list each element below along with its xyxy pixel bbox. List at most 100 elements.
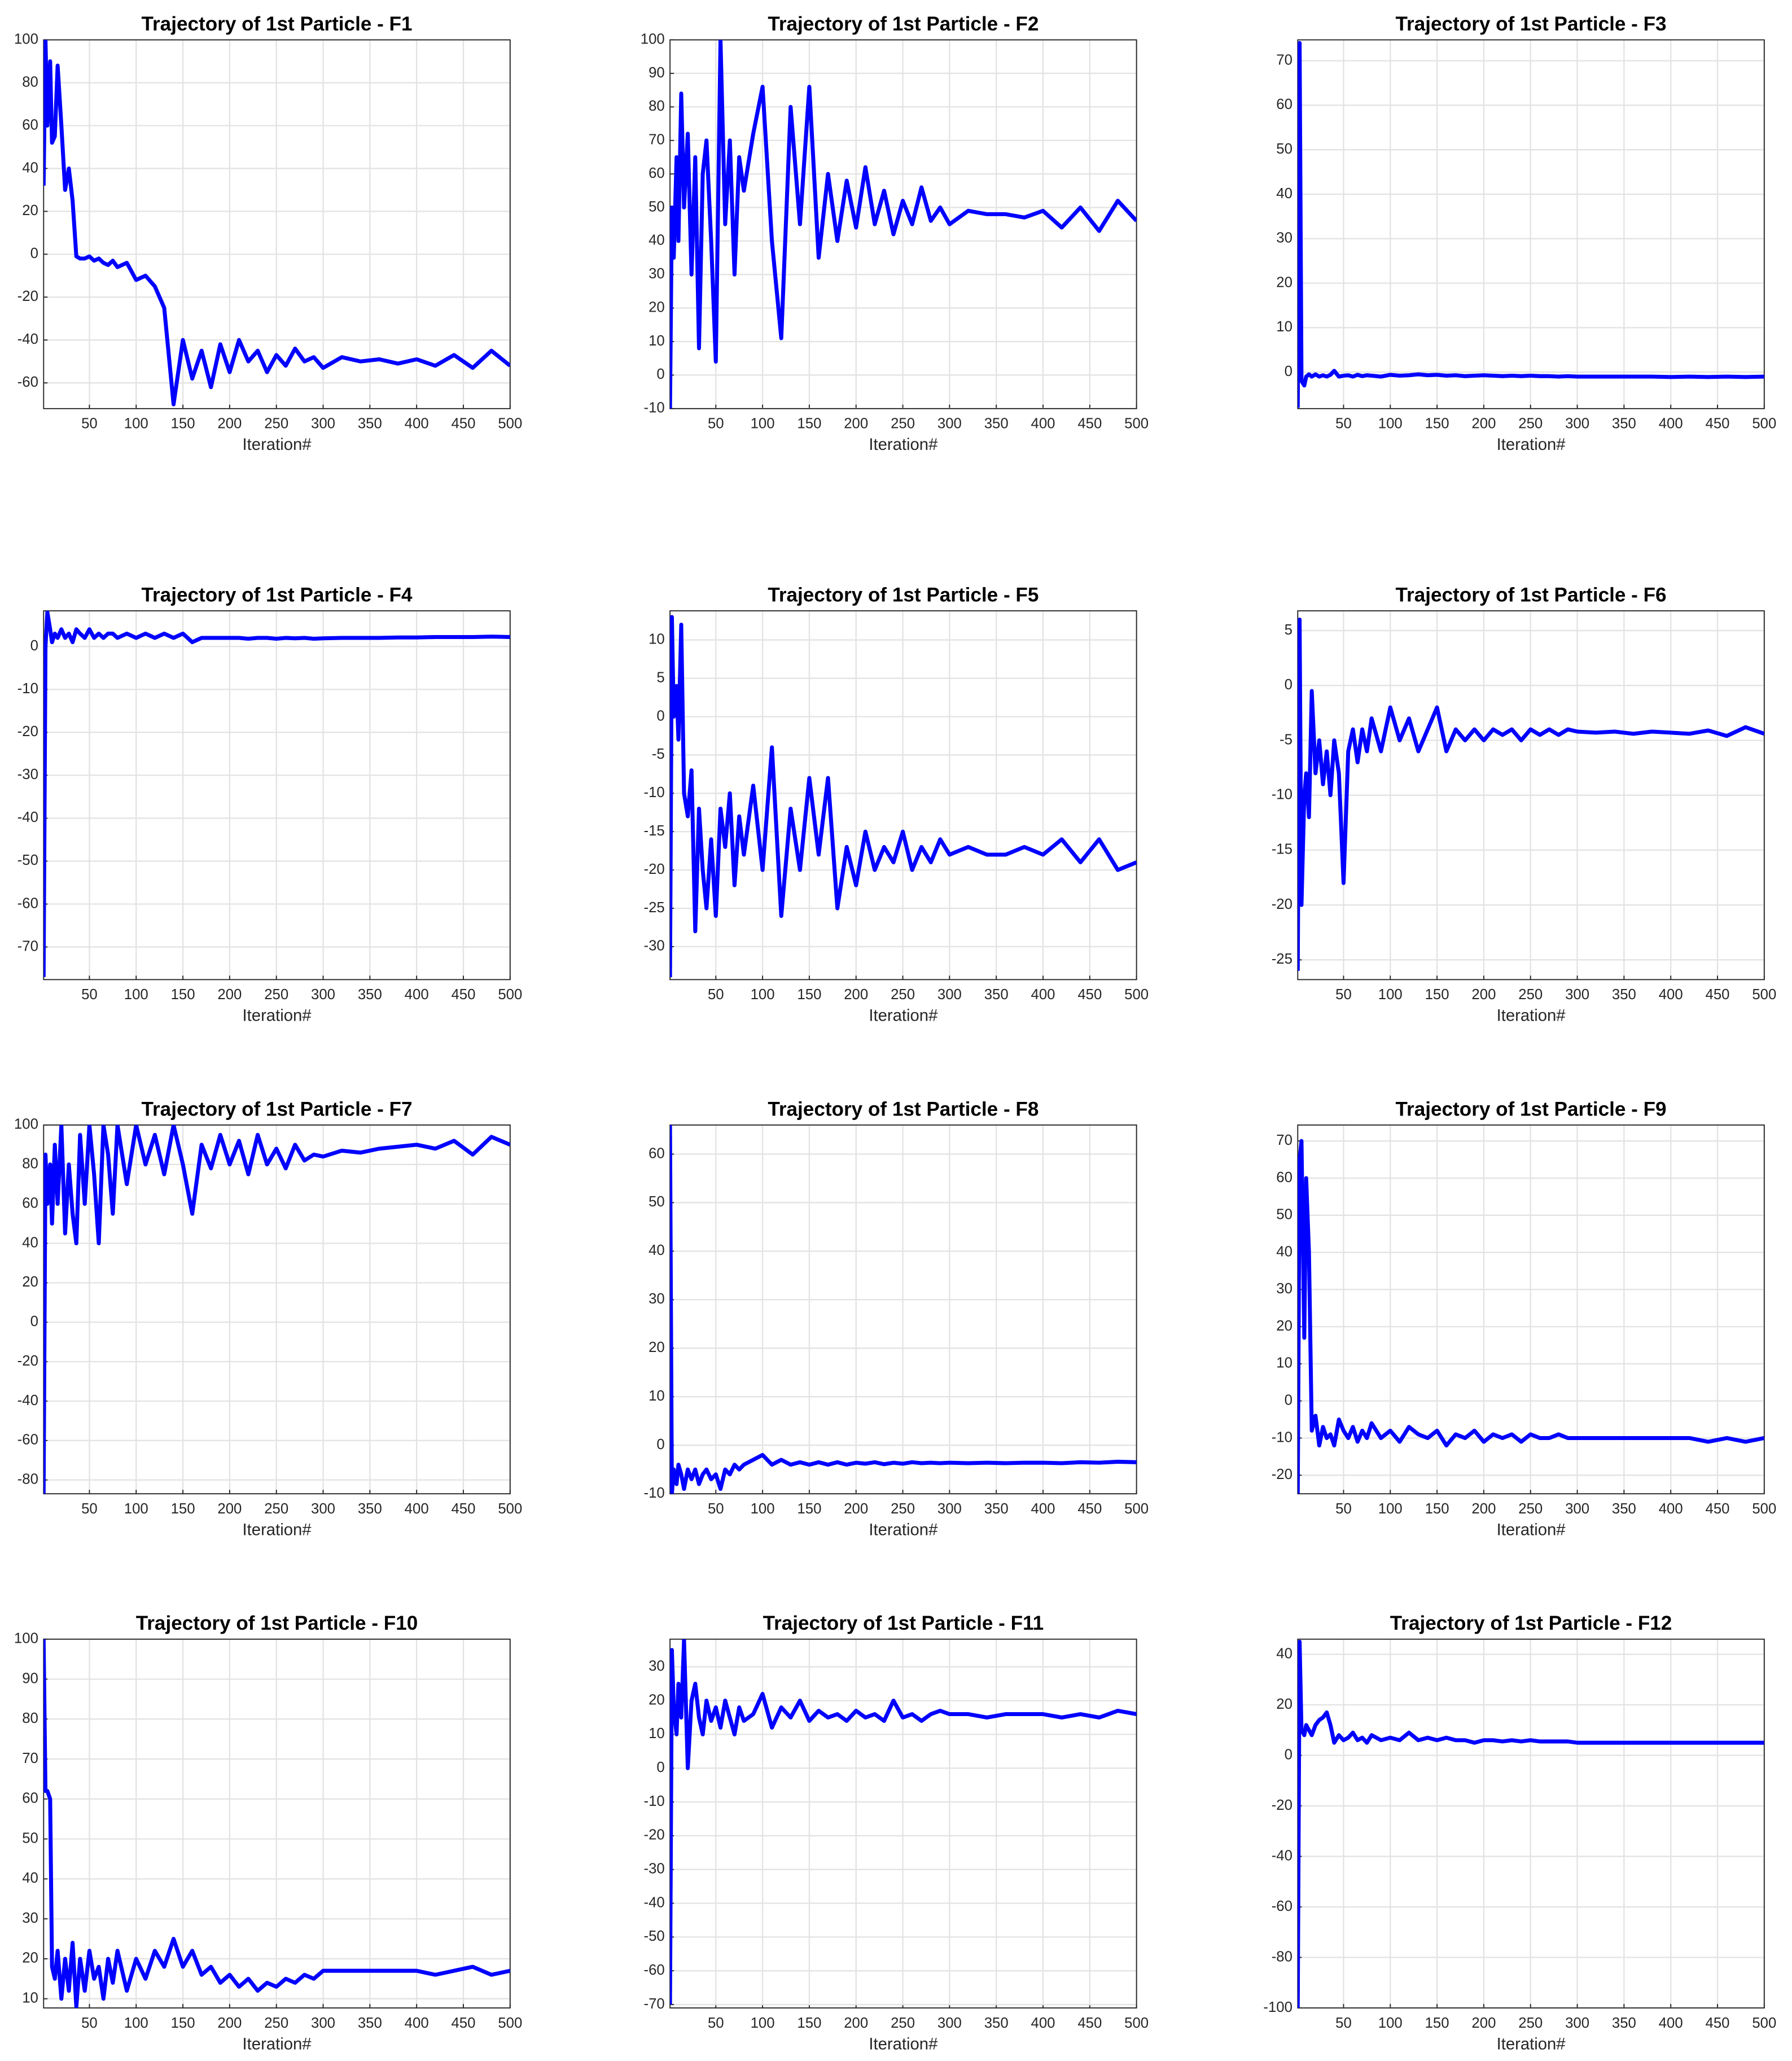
- y-tick-label: -10: [1272, 1429, 1292, 1445]
- y-tick-label: 90: [649, 65, 665, 81]
- x-tick-label: 450: [1077, 416, 1102, 432]
- x-tick-label: 500: [1124, 416, 1149, 432]
- y-tick-label: 20: [1276, 1696, 1292, 1712]
- chart-title: Trajectory of 1st Particle - F2: [768, 13, 1039, 35]
- y-tick-label: -60: [17, 895, 38, 911]
- y-tick-label: -20: [17, 288, 38, 304]
- data-line: [43, 40, 510, 406]
- x-tick-label: 500: [498, 1501, 522, 1517]
- x-tick-label: 400: [1659, 2015, 1683, 2031]
- x-tick-label: 200: [1471, 987, 1496, 1003]
- x-tick-label: 500: [498, 2015, 522, 2031]
- x-tick-label: 300: [1565, 416, 1589, 432]
- y-tick-label: 10: [649, 333, 665, 349]
- x-tick-label: 200: [844, 1501, 868, 1517]
- subplot: 50 100 150 200 250 300 350 400 450 500-30-25-20-1…: [644, 584, 1149, 1025]
- x-tick-label: 400: [1031, 2015, 1055, 2031]
- axes-box: [669, 610, 1137, 981]
- y-tick-label: 80: [649, 98, 665, 114]
- y-tick-label: -20: [644, 1827, 665, 1843]
- y-tick-label: 40: [1276, 1244, 1292, 1259]
- x-tick-label: 250: [891, 2015, 915, 2031]
- x-tick-label: 150: [797, 2015, 821, 2031]
- x-axis-label: Iteration#: [1497, 2035, 1566, 2053]
- x-tick-label: 500: [498, 987, 522, 1003]
- y-tick-label: 40: [649, 1242, 665, 1258]
- data-line: [1298, 1139, 1764, 1494]
- x-tick-label: 300: [311, 2015, 335, 2031]
- x-tick-label: 300: [311, 987, 335, 1003]
- x-axis-label: Iteration#: [1497, 1007, 1566, 1025]
- x-axis-label: Iteration#: [869, 1521, 938, 1539]
- data-line: [670, 1124, 1137, 1494]
- y-tick-label: -15: [644, 823, 665, 839]
- x-tick-label: 350: [1612, 2015, 1636, 2031]
- axes-box: [669, 1638, 1137, 2009]
- x-tick-label: 500: [1124, 987, 1149, 1003]
- y-tick-label: -15: [1272, 842, 1292, 857]
- y-tick-label: -20: [1272, 1797, 1292, 1813]
- y-tick-label: -10: [17, 681, 38, 697]
- x-tick-label: 350: [1612, 987, 1636, 1003]
- x-tick-label: 150: [171, 1501, 195, 1517]
- x-tick-label: 200: [1471, 2015, 1496, 2031]
- y-tick-label: 10: [22, 1990, 38, 2006]
- x-tick-label: 350: [358, 2015, 382, 2031]
- data-line: [670, 615, 1137, 978]
- chart-title: Trajectory of 1st Particle - F6: [1396, 584, 1667, 606]
- y-tick-label: -20: [17, 1353, 38, 1369]
- x-tick-label: 250: [891, 1501, 915, 1517]
- subplot: 50 100 150 200 250 300 350 400 450 500 10 20 30 40 50 6…: [14, 1612, 522, 2053]
- y-tick-label: 100: [14, 1117, 38, 1132]
- x-tick-label: 100: [751, 2015, 775, 2031]
- y-tick-label: 100: [641, 31, 665, 47]
- subplot: 50 100 150 200 250 300 350 400 450 500-70-60-50-4…: [644, 1612, 1149, 2053]
- y-tick-label: 0: [656, 1760, 664, 1775]
- y-tick-label: 40: [1276, 186, 1292, 202]
- y-tick-label: 0: [656, 1437, 664, 1452]
- x-tick-label: 150: [1425, 2015, 1449, 2031]
- x-tick-label: 450: [1706, 1501, 1730, 1517]
- x-tick-label: 200: [217, 987, 242, 1003]
- x-tick-label: 150: [171, 2015, 195, 2031]
- data-line: [670, 1639, 1137, 2005]
- y-tick-label: -5: [1280, 732, 1292, 747]
- y-tick-label: 0: [1285, 1747, 1292, 1762]
- axes-box: [43, 1638, 511, 2009]
- x-tick-label: 150: [171, 416, 195, 432]
- x-tick-label: 200: [844, 416, 868, 432]
- y-tick-label: 0: [30, 1314, 38, 1329]
- y-tick-label: 70: [22, 1751, 38, 1766]
- y-tick-label: 20: [22, 1950, 38, 1966]
- x-tick-label: 50: [708, 1501, 724, 1517]
- x-tick-label: 400: [1659, 1501, 1683, 1517]
- chart-title: Trajectory of 1st Particle - F4: [142, 584, 413, 606]
- y-tick-label: 20: [1276, 1318, 1292, 1334]
- x-tick-label: 100: [751, 416, 775, 432]
- x-tick-label: 50: [708, 416, 724, 432]
- x-tick-label: 100: [1378, 987, 1403, 1003]
- x-tick-label: 100: [1378, 2015, 1403, 2031]
- data-line: [1298, 41, 1764, 408]
- x-tick-label: 400: [405, 2015, 429, 2031]
- x-tick-label: 100: [1378, 416, 1403, 432]
- y-tick-label: 50: [1276, 141, 1292, 157]
- x-tick-label: 150: [797, 987, 821, 1003]
- y-tick-label: 90: [22, 1670, 38, 1686]
- axes-box: [669, 39, 1137, 409]
- x-tick-label: 100: [1378, 1501, 1403, 1517]
- x-tick-label: 50: [708, 987, 724, 1003]
- x-tick-label: 350: [984, 1501, 1009, 1517]
- x-tick-label: 100: [124, 2015, 148, 2031]
- x-tick-label: 250: [891, 987, 915, 1003]
- x-axis-label: Iteration#: [243, 1007, 312, 1025]
- chart-title: Trajectory of 1st Particle - F10: [136, 1612, 418, 1634]
- y-tick-label: 30: [649, 1659, 665, 1674]
- y-tick-label: 20: [22, 1274, 38, 1290]
- subplot: 50 100 150 200 250 300 350 400 450 500-100-80-60-…: [1263, 1612, 1776, 2053]
- x-tick-label: 350: [358, 1501, 382, 1517]
- y-tick-label: 40: [1276, 1646, 1292, 1661]
- y-tick-label: 60: [649, 165, 665, 181]
- y-tick-label: -80: [17, 1472, 38, 1487]
- x-tick-label: 100: [751, 1501, 775, 1517]
